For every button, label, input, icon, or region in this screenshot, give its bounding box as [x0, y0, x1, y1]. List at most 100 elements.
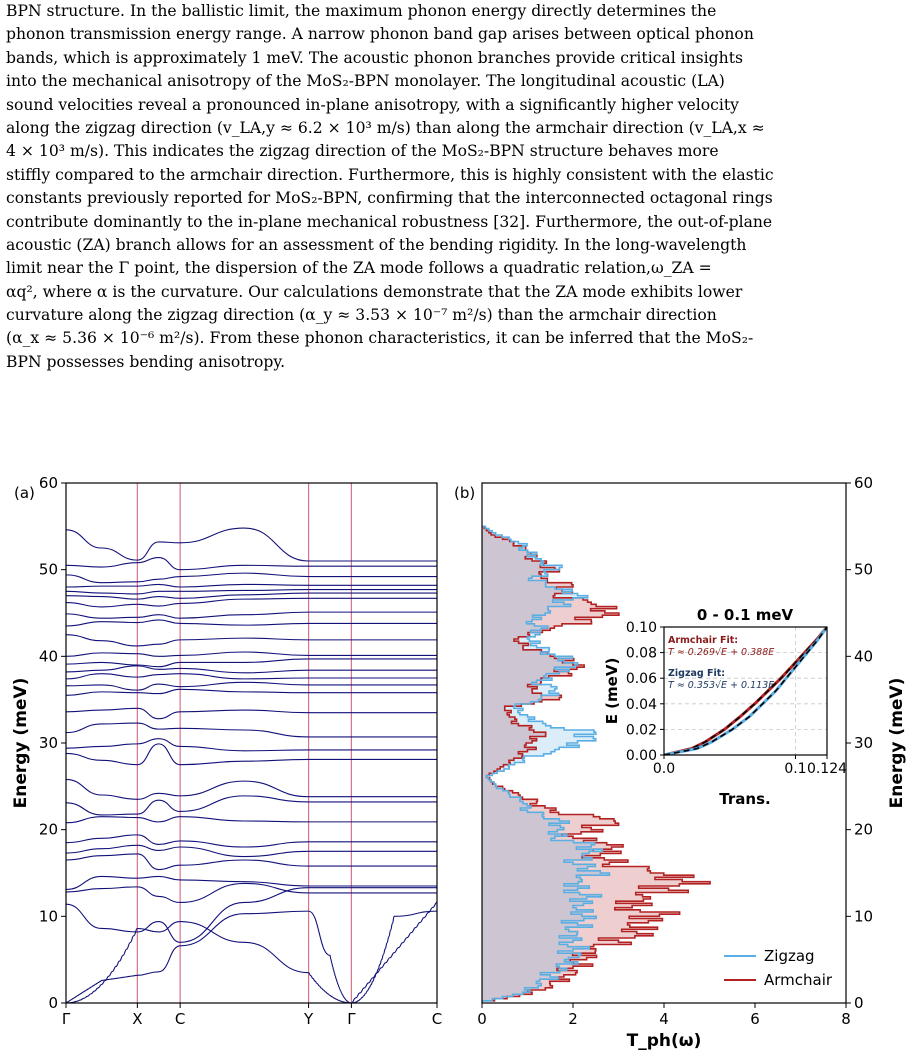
low-energy-inset: 0.0 0.1 0.124 0.00 0.02 0.04 0.06 0.08 0.10 0 -…: [603, 606, 847, 808]
phonon-band-18: [66, 665, 437, 674]
phonon-band-25: [66, 592, 437, 600]
band-x-tick-label-0: Γ: [62, 1010, 71, 1028]
inset-x-tick-label-0: 0.0: [653, 761, 675, 777]
paragraph-line: constants previously reported for MoS₂-B…: [6, 189, 773, 208]
panel-a-label: (a): [14, 484, 35, 502]
phonon-band-12: [66, 738, 437, 752]
paragraph-line: phonon transmission energy range. A narr…: [6, 25, 754, 44]
zigzag-fit-equation: T ≈ 0.353√E + 0.113E: [668, 680, 774, 691]
transmission-fill-zigzag: [482, 526, 610, 1003]
paragraph-line: BPN possesses bending anisotropy.: [6, 352, 286, 371]
inset-y-tick-label-5: 0.10: [626, 620, 657, 636]
phonon-band-10: [66, 778, 437, 800]
transmission-x-tick-label-3: 6: [750, 1010, 760, 1028]
phonon-band-24: [66, 597, 437, 608]
transmission-x-tick-label-0: 0: [477, 1010, 487, 1028]
armchair-fit-equation: T ≈ 0.269√E + 0.388E: [668, 647, 774, 658]
band-x-tick-label-5: C: [432, 1010, 442, 1028]
phonon-band-17: [66, 673, 437, 680]
band-y-tick-label-6: 60: [39, 474, 58, 492]
phonon-band-15: [66, 688, 437, 696]
band-y-tick-label-1: 10: [39, 907, 58, 925]
paragraph-line: (α_x ≈ 5.36 × 10⁻⁶ m²/s). From these pho…: [6, 329, 754, 348]
phonon-band-29: [66, 556, 437, 571]
phonon-band-9: [66, 795, 437, 816]
band-x-tick-label-1: X: [132, 1010, 142, 1028]
transmission-x-tick-label-1: 2: [568, 1010, 578, 1028]
transmission-fill-armchair: [482, 526, 711, 1003]
transmission-x-tick-label-4: 8: [841, 1010, 851, 1028]
inset-frame: [663, 626, 828, 756]
armchair-fit-label: Armchair Fit:: [668, 635, 738, 646]
paragraph-line: along the zigzag direction (v_LA,y ≈ 6.2…: [6, 118, 765, 137]
inset-y-tick-label-1: 0.02: [626, 722, 657, 738]
phonon-band-5: [66, 853, 437, 871]
transmission-y-tick-label-6: 60: [854, 474, 873, 492]
transmission-x-tick-label-2: 4: [659, 1010, 669, 1028]
inset-y-axis-label: E (meV): [603, 658, 621, 725]
phonon-band-22: [66, 619, 437, 627]
band-y-tick-label-5: 50: [39, 561, 58, 579]
transmission-y-tick-label-2: 20: [854, 821, 873, 839]
transmission-y-tick-label-1: 10: [854, 907, 873, 925]
phonon-band-30: [66, 527, 437, 562]
phonon-band-28: [66, 572, 437, 584]
phonon-band-23: [66, 611, 437, 619]
transmission-x-axis-label: T_ph(ω): [627, 1031, 702, 1051]
paragraph-line: acoustic (ZA) branch allows for an asses…: [6, 235, 747, 254]
inset-x-tick-label-2: 0.124: [807, 761, 847, 777]
band-y-tick-label-0: 0: [48, 994, 58, 1012]
inset-fit-armchair: [664, 627, 827, 755]
body-paragraph: BPN structure. In the ballistic limit, t…: [6, 0, 913, 374]
paragraph-line: sound velocities reveal a pronounced in-…: [6, 95, 739, 114]
phonon-band-14: [66, 707, 437, 720]
inset-title: 0 - 0.1 meV: [697, 606, 794, 624]
inset-y-tick-label-3: 0.06: [626, 671, 657, 687]
transmission-y-tick-label-5: 50: [854, 561, 873, 579]
paragraph-line: 4 × 10³ m/s). This indicates the zigzag …: [6, 142, 719, 161]
transmission-plot: 0 2 4 6 8 0 10 20 30 40 50 60 T_ph(ω) Energy (meV)…: [477, 474, 907, 1051]
legend-armchair-label: Armchair: [764, 971, 833, 989]
phonon-band-8: [66, 816, 437, 824]
paragraph-line: αq², where α is the curvature. Our calcu…: [6, 282, 743, 301]
band-x-tick-label-4: Γ: [347, 1010, 356, 1028]
phonon-band-20: [66, 651, 437, 657]
paragraph-line: bands, which is approximately 1 meV. The…: [6, 48, 743, 67]
inset-fit-zigzag: [664, 627, 827, 755]
legend-zigzag-label: Zigzag: [764, 947, 815, 965]
transmission-y-tick-label-3: 30: [854, 734, 873, 752]
transmission-y-tick-label-4: 40: [854, 647, 873, 665]
transmission-y-tick-label-0: 0: [854, 994, 864, 1012]
band-y-tick-label-2: 20: [39, 821, 58, 839]
panel-b-label: (b): [454, 484, 475, 502]
phonon-band-16: [66, 681, 437, 691]
inset-x-tick-label-1: 0.1: [784, 761, 806, 777]
zigzag-fit-label: Zigzag Fit:: [668, 668, 725, 679]
paragraph-line: contribute dominantly to the in-plane me…: [6, 212, 773, 231]
phonon-band-1: [66, 901, 437, 1003]
phonon-band-27: [66, 583, 437, 588]
phonon-band-26: [66, 589, 437, 595]
paragraph-line: BPN structure. In the ballistic limit, t…: [6, 2, 717, 20]
band-y-axis-label: Energy (meV): [11, 678, 31, 809]
band-y-tick-label-3: 30: [39, 734, 58, 752]
inset-y-tick-label-0: 0.00: [626, 748, 657, 764]
phonon-band-19: [66, 658, 437, 668]
inset-x-axis-label: Trans.: [719, 790, 770, 808]
band-structure-plot: 0 10 20 30 40 50 60 Γ X C Y Γ C Energy (meV): [11, 474, 442, 1028]
paragraph-line: limit near the Γ point, the dispersion o…: [6, 259, 712, 278]
phonon-band-0: [66, 910, 437, 1003]
phonon-band-11: [66, 743, 437, 766]
phonon-band-6: [66, 844, 437, 858]
phonon-band-21: [66, 634, 437, 647]
band-x-tick-label-3: Y: [303, 1010, 314, 1028]
phonon-band-2: [66, 887, 437, 943]
inset-y-tick-label-4: 0.08: [626, 646, 657, 662]
transmission-line-zigzag: [482, 525, 611, 1003]
inset-y-tick-label-2: 0.04: [626, 697, 657, 713]
phonon-band-13: [66, 722, 437, 738]
transmission-legend: Zigzag Armchair: [724, 947, 833, 989]
paragraph-line: stiffly compared to the armchair directi…: [6, 165, 774, 184]
paragraph-line: curvature along the zigzag direction (α_…: [6, 306, 717, 325]
phonon-band-3: [66, 882, 437, 904]
